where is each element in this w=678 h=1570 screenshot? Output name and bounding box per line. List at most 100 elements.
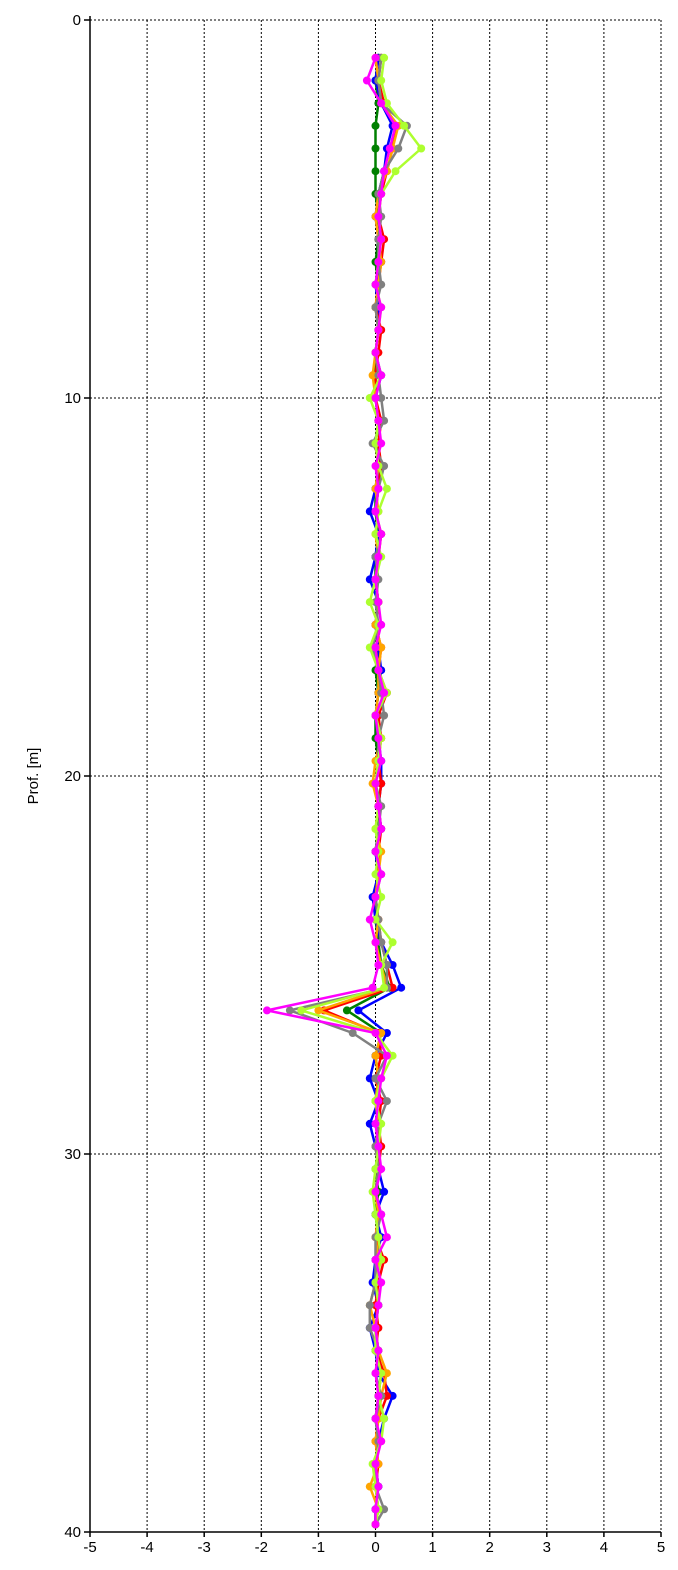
data-point	[391, 167, 400, 176]
data-point	[377, 1165, 386, 1174]
data-point	[382, 1029, 391, 1037]
data-point	[380, 1505, 389, 1514]
data-point	[371, 1520, 380, 1529]
y-tick-label: 20	[64, 768, 81, 785]
data-point	[391, 121, 400, 130]
data-point	[371, 1051, 380, 1060]
y-tick-label: 30	[64, 1146, 81, 1163]
data-point	[365, 643, 374, 652]
data-point	[371, 1210, 380, 1219]
data-point	[314, 1006, 323, 1015]
data-point	[374, 802, 383, 811]
data-point	[382, 961, 391, 969]
data-point	[377, 235, 386, 244]
data-point	[380, 711, 389, 720]
data-point	[374, 1233, 383, 1242]
data-point	[385, 144, 394, 153]
data-point	[371, 643, 380, 652]
data-point	[380, 167, 389, 176]
data-point	[297, 1006, 306, 1015]
data-point	[382, 1391, 391, 1400]
data-point	[377, 824, 386, 833]
data-point	[377, 371, 386, 380]
data-point	[371, 1187, 380, 1196]
data-point	[377, 620, 386, 629]
data-point	[377, 938, 386, 947]
data-point	[371, 462, 380, 470]
y-axis-title: Prof. [m]	[25, 748, 42, 805]
data-point	[388, 938, 397, 947]
data-point	[365, 598, 374, 607]
data-point	[371, 870, 380, 879]
data-point	[365, 394, 374, 402]
data-point	[377, 756, 386, 765]
data-point	[377, 893, 386, 901]
data-point	[374, 666, 383, 675]
data-point	[354, 1006, 363, 1015]
data-point	[388, 961, 397, 969]
data-point	[377, 280, 386, 289]
axes	[84, 16, 662, 1537]
data-point	[371, 1074, 380, 1083]
x-tick-label: -5	[83, 1539, 96, 1556]
data-point	[374, 257, 383, 266]
data-point	[371, 1369, 380, 1378]
data-point	[374, 1482, 383, 1491]
data-point	[377, 1255, 386, 1264]
data-point	[371, 1029, 380, 1037]
data-point	[374, 1391, 383, 1400]
data-point	[374, 326, 383, 334]
data-point	[382, 1097, 391, 1106]
data-point	[380, 983, 389, 992]
data-point	[371, 303, 380, 312]
data-point	[377, 643, 386, 652]
data-point	[377, 1029, 386, 1037]
data-point	[374, 1346, 383, 1355]
data-point	[382, 99, 391, 108]
data-point	[371, 1165, 380, 1174]
data-point	[371, 280, 380, 289]
data-point	[377, 1278, 386, 1287]
data-point	[371, 893, 380, 901]
data-point	[377, 1369, 386, 1378]
data-point	[388, 1391, 397, 1400]
data-point	[377, 1437, 386, 1446]
data-point	[377, 1119, 386, 1128]
data-point	[365, 1074, 374, 1083]
data-point	[371, 938, 380, 947]
data-point	[371, 1460, 380, 1468]
data-point	[380, 462, 389, 470]
data-point	[371, 439, 380, 448]
data-point	[380, 1187, 389, 1196]
data-point	[368, 371, 377, 380]
data-point	[382, 1233, 391, 1242]
data-point	[388, 983, 397, 992]
data-point	[382, 484, 391, 493]
data-point	[400, 121, 409, 130]
data-point	[377, 394, 386, 402]
data-point	[380, 688, 389, 697]
data-point	[371, 167, 380, 176]
data-point	[377, 779, 386, 788]
x-tick-label: 4	[600, 1539, 608, 1556]
data-point	[377, 303, 386, 312]
data-point	[365, 575, 374, 584]
y-tick-label: 0	[73, 12, 81, 29]
data-point	[371, 144, 380, 153]
data-point	[285, 1006, 294, 1015]
data-point	[374, 416, 383, 425]
data-point	[397, 983, 406, 992]
data-point	[374, 1097, 383, 1106]
data-point	[371, 711, 380, 720]
data-point	[374, 552, 383, 561]
x-tick-label: 3	[543, 1539, 551, 1556]
data-point	[377, 530, 386, 539]
data-point	[377, 870, 386, 879]
data-point	[377, 439, 386, 448]
data-point	[371, 121, 380, 130]
data-point	[371, 530, 380, 539]
x-tick-label: -2	[255, 1539, 268, 1556]
data-point	[382, 1051, 391, 1060]
data-point	[374, 1142, 383, 1151]
data-point	[365, 507, 374, 516]
